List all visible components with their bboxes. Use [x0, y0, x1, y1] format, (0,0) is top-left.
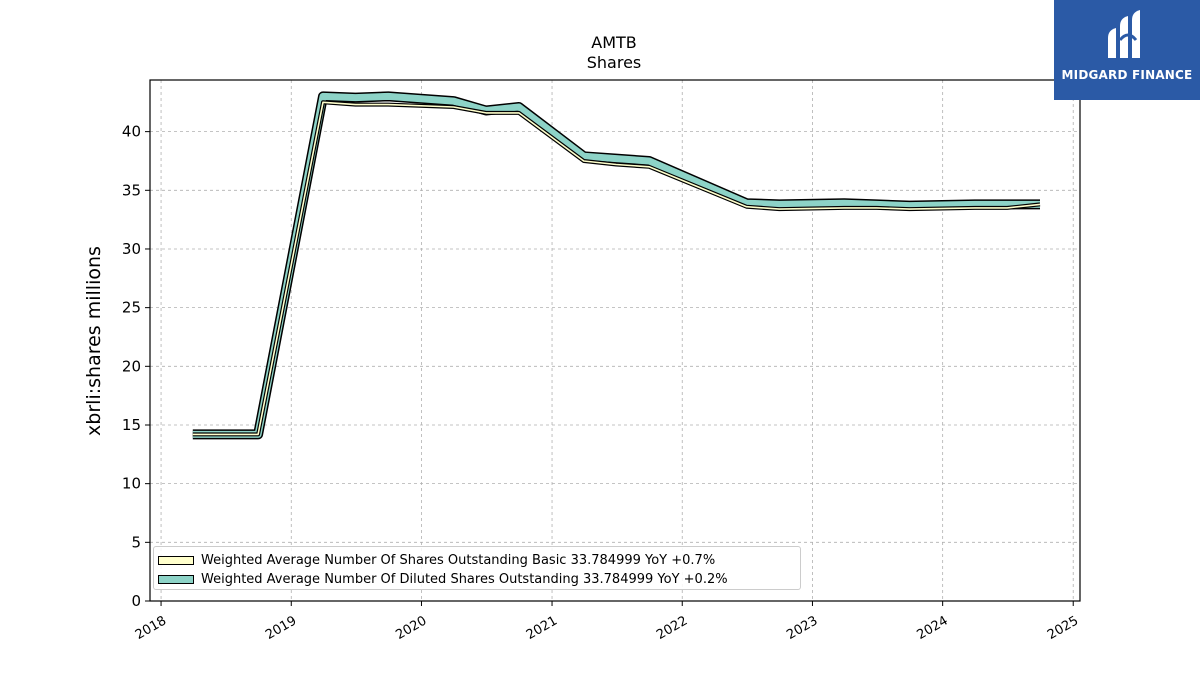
- legend: Weighted Average Number Of Shares Outsta…: [153, 546, 801, 590]
- y-tick-label: 40: [122, 123, 141, 141]
- y-tick-label: 35: [122, 181, 141, 199]
- legend-swatch-diluted: [158, 574, 194, 584]
- legend-item-diluted: Weighted Average Number Of Diluted Share…: [158, 571, 728, 587]
- chart-subtitle: Shares: [587, 53, 642, 72]
- x-tick-label: 2022: [654, 613, 690, 643]
- y-tick-label: 30: [122, 240, 141, 258]
- y-tick-label: 15: [122, 416, 141, 434]
- legend-item-basic: Weighted Average Number Of Shares Outsta…: [158, 552, 716, 568]
- x-tick-label: 2024: [914, 613, 950, 643]
- y-tick-label: 10: [122, 475, 141, 493]
- y-tick-label: 25: [122, 299, 141, 317]
- legend-swatch-basic: [158, 555, 194, 565]
- series-basic-line: [192, 101, 1041, 436]
- legend-label-basic: Weighted Average Number Of Shares Outsta…: [201, 552, 716, 568]
- y-tick-label: 0: [131, 592, 141, 610]
- logo-mark-icon: [1108, 10, 1140, 58]
- chart-title: AMTB: [591, 33, 637, 52]
- y-tick-label: 5: [131, 533, 141, 551]
- series-diluted-line: [192, 92, 1040, 438]
- plot-frame: [149, 79, 1081, 602]
- legend-label-diluted: Weighted Average Number Of Diluted Share…: [201, 571, 728, 587]
- x-tick-label: 2019: [263, 613, 299, 643]
- x-tick-label: 2021: [524, 613, 560, 643]
- company-logo: MIDGARD FINANCE: [1054, 0, 1200, 100]
- series-layer: [192, 91, 1041, 440]
- y-axis-label: xbrli:shares millions: [83, 246, 105, 436]
- logo-text: MIDGARD FINANCE: [1061, 68, 1193, 82]
- x-tick-label: 2023: [784, 613, 820, 643]
- y-tick-label: 20: [122, 357, 141, 375]
- series-basic-outline: [192, 100, 1041, 437]
- x-tick-label: 2020: [393, 613, 429, 643]
- series-diluted-outline: [192, 91, 1040, 440]
- x-tick-label: 2025: [1045, 613, 1081, 643]
- x-tick-label: 2018: [133, 613, 169, 643]
